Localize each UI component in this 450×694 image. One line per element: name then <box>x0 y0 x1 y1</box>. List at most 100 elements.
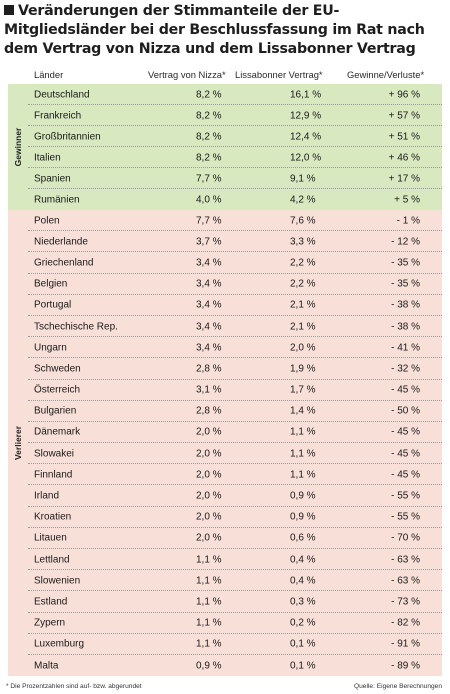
country-cell: Rumänien <box>34 194 80 205</box>
country-cell: Italien <box>34 152 61 163</box>
country-cell: Schweden <box>34 363 81 375</box>
nizza-cell: 1,1 % <box>196 596 222 608</box>
table-row: Österreich 3,1 % 1,7 % - 45 % <box>0 380 450 401</box>
nizza-cell: 2,0 % <box>196 532 222 544</box>
change-cell: - 55 % <box>391 490 420 502</box>
table-row: Großbritannien 8,2 % 12,4 % + 51 % <box>0 126 450 147</box>
nizza-cell: 2,8 % <box>196 363 222 375</box>
lissabon-cell: 3,3 % <box>290 236 316 248</box>
nizza-cell: 2,0 % <box>196 448 222 460</box>
lissabon-cell: 1,4 % <box>290 405 316 417</box>
table-row: Griechenland 3,4 % 2,2 % - 35 % <box>0 252 450 274</box>
country-cell: Zypern <box>34 617 66 629</box>
nizza-cell: 3,1 % <box>196 384 222 396</box>
lissabon-cell: 4,2 % <box>290 194 316 205</box>
nizza-cell: 7,7 % <box>196 215 222 227</box>
table-row: Schweden 2,8 % 1,9 % - 32 % <box>0 358 450 380</box>
lissabon-cell: 0,4 % <box>290 554 316 566</box>
country-cell: Bulgarien <box>34 405 77 417</box>
table-row: Portugal 3,4 % 2,1 % - 38 % <box>0 295 450 317</box>
column-header-lissabon: Lissabonner Vertrag* <box>235 69 323 80</box>
country-cell: Ungarn <box>34 342 67 354</box>
table-row: Estland 1,1 % 0,3 % - 73 % <box>0 591 450 613</box>
country-cell: Dänemark <box>34 426 81 438</box>
change-cell: - 91 % <box>391 638 420 650</box>
nizza-cell: 3,7 % <box>196 236 222 248</box>
lissabon-cell: 2,1 % <box>290 299 316 311</box>
table-row: Litauen 2,0 % 0,6 % - 70 % <box>0 528 450 550</box>
table-row: Kroatien 2,0 % 0,9 % - 55 % <box>0 507 450 529</box>
change-cell: - 55 % <box>391 511 420 523</box>
nizza-cell: 3,4 % <box>196 257 222 269</box>
country-cell: Irland <box>34 490 60 502</box>
country-cell: Großbritannien <box>34 131 101 142</box>
change-cell: - 45 % <box>391 384 420 396</box>
nizza-cell: 2,0 % <box>196 426 222 438</box>
lissabon-cell: 1,1 % <box>290 469 316 481</box>
country-cell: Litauen <box>34 532 67 544</box>
title-text: Veränderungen der Stimmanteile der EU-Mi… <box>4 3 425 57</box>
column-header-nizza: Vertrag von Nizza* <box>148 69 226 80</box>
change-cell: - 35 % <box>391 278 420 290</box>
lissabon-cell: 0,4 % <box>290 575 316 587</box>
country-cell: Malta <box>34 660 59 672</box>
nizza-cell: 3,4 % <box>196 321 222 333</box>
country-cell: Österreich <box>34 384 81 396</box>
change-cell: - 38 % <box>391 299 420 311</box>
lissabon-cell: 2,0 % <box>290 342 316 354</box>
table-row: Luxemburg 1,1 % 0,1 % - 91 % <box>0 634 450 656</box>
change-cell: - 41 % <box>391 342 420 354</box>
change-cell: - 50 % <box>391 405 420 417</box>
country-cell: Tschechische Rep. <box>34 321 118 333</box>
lissabon-cell: 1,9 % <box>290 363 316 375</box>
table-row: Malta 0,9 % 0,1 % - 89 % <box>0 655 450 676</box>
table-row: Finnland 2,0 % 1,1 % - 45 % <box>0 464 450 486</box>
country-cell: Frankreich <box>34 110 82 121</box>
data-table: Deutschland 8,2 % 16,1 % + 96 % Frankreich 8,… <box>0 84 450 676</box>
country-cell: Lettland <box>34 554 70 566</box>
nizza-cell: 0,9 % <box>196 660 222 672</box>
nizza-cell: 2,0 % <box>196 469 222 481</box>
nizza-cell: 1,1 % <box>196 575 222 587</box>
country-cell: Estland <box>34 596 68 608</box>
table-row: Polen 7,7 % 7,6 % - 1 % <box>0 210 450 232</box>
title-square-icon <box>4 5 14 15</box>
change-cell: - 45 % <box>391 426 420 438</box>
country-cell: Slowakei <box>34 448 75 460</box>
table-row: Spanien 7,7 % 9,1 % + 17 % <box>0 168 450 189</box>
table-row: Ungarn 3,4 % 2,0 % - 41 % <box>0 337 450 359</box>
change-cell: - 73 % <box>391 596 420 608</box>
nizza-cell: 1,1 % <box>196 617 222 629</box>
table-row: Rumänien 4,0 % 4,2 % + 5 % <box>0 189 450 210</box>
nizza-cell: 3,4 % <box>196 342 222 354</box>
table-row: Slowenien 1,1 % 0,4 % - 63 % <box>0 570 450 592</box>
change-cell: - 63 % <box>391 575 420 587</box>
lissabon-cell: 1,7 % <box>290 384 316 396</box>
lissabon-cell: 2,1 % <box>290 321 316 333</box>
change-cell: - 82 % <box>391 617 420 629</box>
country-cell: Spanien <box>34 173 71 184</box>
source-note: Quelle: Eigene Berechnungen <box>354 683 442 690</box>
change-cell: + 5 % <box>394 194 420 205</box>
lissabon-cell: 12,9 % <box>290 110 322 121</box>
change-cell: - 1 % <box>396 215 420 227</box>
nizza-cell: 8,2 % <box>196 131 222 142</box>
nizza-cell: 2,0 % <box>196 490 222 502</box>
country-cell: Deutschland <box>34 89 90 100</box>
lissabon-cell: 0,3 % <box>290 596 316 608</box>
lissabon-cell: 1,1 % <box>290 448 316 460</box>
table-row: Deutschland 8,2 % 16,1 % + 96 % <box>0 84 450 105</box>
country-cell: Griechenland <box>34 257 94 269</box>
column-header-change: Gewinne/Verluste* <box>347 69 425 80</box>
page-title: Veränderungen der Stimmanteile der EU-Mi… <box>4 2 446 59</box>
lissabon-cell: 16,1 % <box>290 89 322 100</box>
nizza-cell: 2,0 % <box>196 511 222 523</box>
change-cell: + 17 % <box>388 173 420 184</box>
table-row: Tschechische Rep. 3,4 % 2,1 % - 38 % <box>0 316 450 338</box>
country-cell: Niederlande <box>34 236 88 248</box>
country-cell: Luxemburg <box>34 638 85 650</box>
change-cell: + 57 % <box>388 110 420 121</box>
nizza-cell: 4,0 % <box>196 194 222 205</box>
nizza-cell: 1,1 % <box>196 554 222 566</box>
nizza-cell: 3,4 % <box>196 299 222 311</box>
